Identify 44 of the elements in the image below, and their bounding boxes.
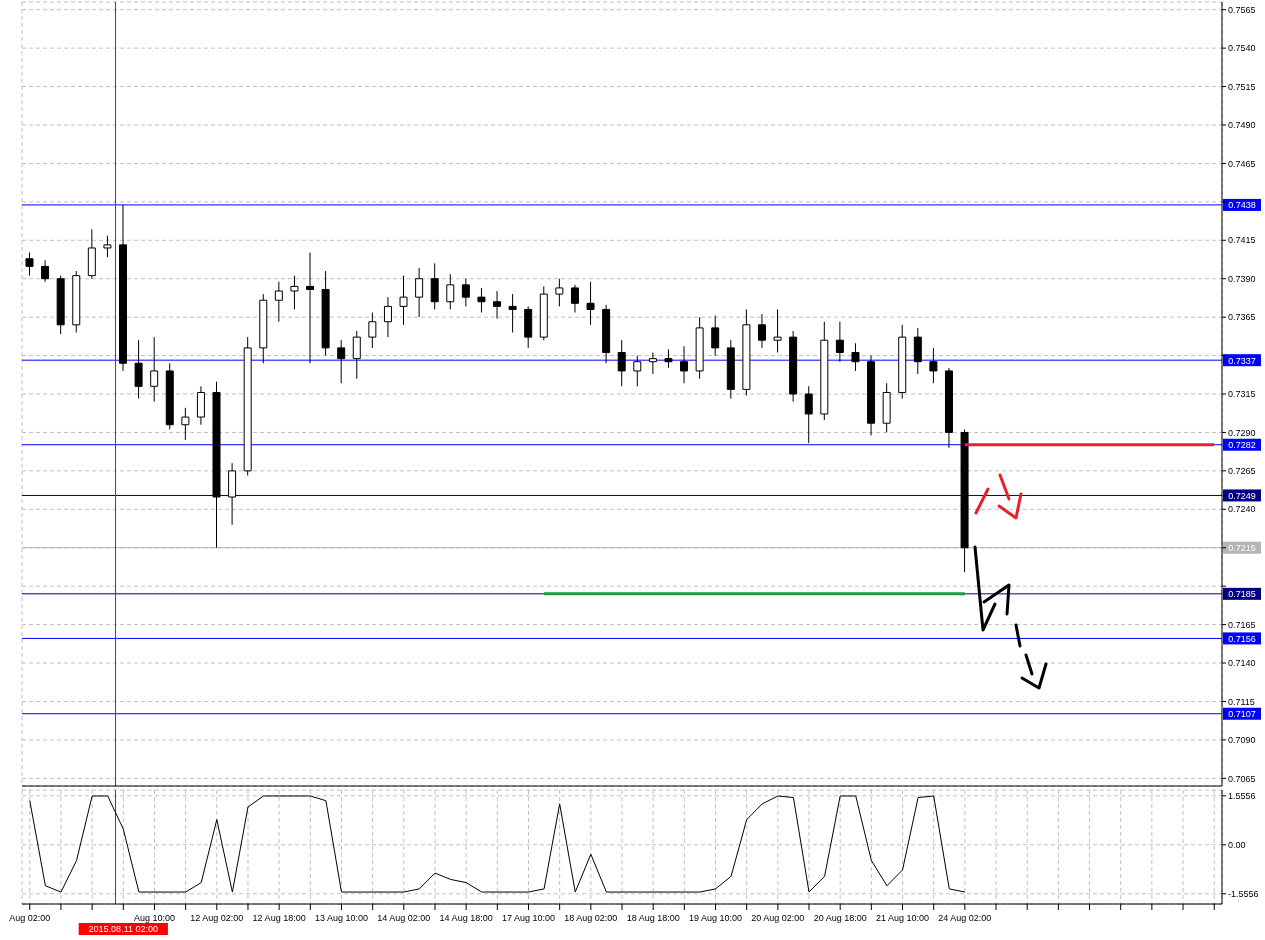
ref-line-label: 0.7282 — [1228, 440, 1256, 451]
x-tick-label: 20 Aug 18:00 — [813, 913, 867, 923]
y-tick-label: 0.7365 — [1228, 312, 1256, 323]
y-tick-label: 0.7065 — [1228, 773, 1256, 784]
x-tick-label: 14 Aug 18:00 — [439, 913, 493, 923]
ref-line-label: 0.7185 — [1228, 589, 1256, 600]
y-tick-label: 0.7115 — [1228, 696, 1255, 707]
x-tick-label: 18 Aug 18:00 — [626, 913, 680, 923]
ref-line-label: 0.7438 — [1228, 200, 1256, 211]
x-tick-label: 14 Aug 02:00 — [377, 913, 431, 923]
y-tick-label: 0.7315 — [1228, 389, 1256, 400]
y-tick-label: 0.7240 — [1228, 504, 1256, 515]
y-tick-label: 0.7140 — [1228, 658, 1256, 669]
x-tick-label: 17 Aug 10:00 — [501, 913, 556, 923]
y-tick-label: 0.7540 — [1228, 43, 1256, 54]
y-tick-label: -1.5556 — [1228, 888, 1259, 899]
x-tick-label: 20 Aug 02:00 — [751, 913, 805, 923]
y-tick-label: 0.7165 — [1228, 619, 1256, 630]
ref-line-label: 0.7156 — [1228, 633, 1256, 644]
ref-line-label: 0.7337 — [1228, 355, 1256, 366]
ref-line-label: 0.7215 — [1228, 543, 1256, 554]
x-tick-label: 19 Aug 10:00 — [688, 913, 743, 923]
y-tick-label: 0.7265 — [1228, 466, 1256, 477]
y-tick-label: 0.7290 — [1228, 427, 1256, 438]
x-tick-label: Aug 02:00 — [9, 913, 51, 923]
x-tick-label: 2015.08.11 02:00 — [88, 924, 158, 934]
x-tick-label: 24 Aug 02:00 — [938, 913, 992, 923]
y-tick-label: 0.00 — [1228, 839, 1246, 850]
ref-line-label: 0.7107 — [1228, 709, 1256, 720]
y-tick-label: 0.7515 — [1228, 81, 1256, 92]
ref-line-label: 0.7249 — [1228, 490, 1256, 501]
x-tick-label: 18 Aug 02:00 — [564, 913, 618, 923]
y-tick-label: 0.7565 — [1228, 4, 1256, 15]
x-tick-label: 21 Aug 10:00 — [875, 913, 930, 923]
x-tick-label: Aug 10:00 — [133, 913, 175, 923]
y-tick-label: 0.7415 — [1228, 235, 1256, 246]
x-tick-label: 12 Aug 18:00 — [252, 913, 306, 923]
y-tick-label: 0.7390 — [1228, 273, 1256, 284]
y-tick-label: 0.7490 — [1228, 120, 1256, 131]
y-tick-label: 0.7465 — [1228, 158, 1256, 169]
y-tick-label: 0.7090 — [1228, 735, 1256, 746]
x-tick-label: 13 Aug 10:00 — [314, 913, 369, 923]
x-tick-label: 12 Aug 02:00 — [190, 913, 244, 923]
y-tick-label: 1.5556 — [1228, 791, 1256, 801]
